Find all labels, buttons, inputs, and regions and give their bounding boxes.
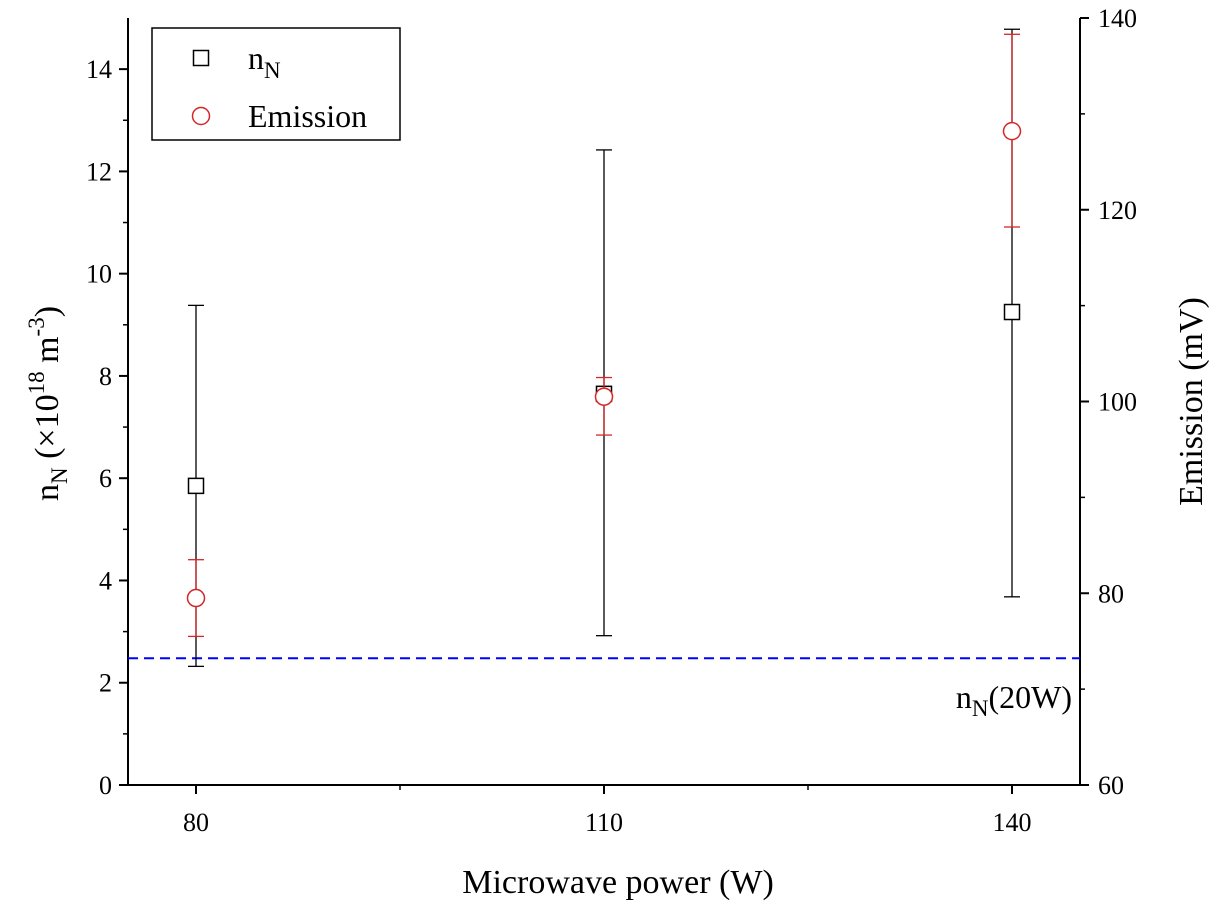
legend-marker-circle <box>191 106 211 126</box>
left-tick-label: 10 <box>86 260 112 289</box>
data-point-circle <box>594 387 614 406</box>
reference-label-rest: (20W) <box>988 679 1072 715</box>
legend-label: Emission <box>248 98 367 134</box>
left-axis-title-group: nN (×1018 m-3) <box>24 306 72 501</box>
series-2 <box>186 33 1022 638</box>
left-title-post: ) <box>29 306 66 317</box>
left-title-main: n <box>29 484 66 501</box>
reference-line-label: nN(20W) <box>956 679 1072 721</box>
reference-label-main: n <box>956 679 972 715</box>
data-marks <box>186 28 1022 668</box>
legend-marker-square <box>192 49 210 67</box>
left-title-pre: (×10 <box>29 394 66 467</box>
legend-label: nN <box>248 40 281 83</box>
left-title-sub: N <box>47 467 72 484</box>
left-title-sup2: -3 <box>24 317 49 336</box>
left-tick-label: 8 <box>99 362 112 391</box>
data-point-square <box>1003 303 1021 321</box>
legend-box <box>151 27 401 141</box>
legend: nN Emission <box>151 27 401 141</box>
right-axis-title: Emission (mV) <box>1173 297 1210 506</box>
right-tick-label: 120 <box>1098 196 1137 225</box>
x-tick-label: 80 <box>183 808 209 837</box>
data-point-square <box>187 477 205 495</box>
legend-label-sub: N <box>264 58 281 83</box>
left-title-mid: m <box>29 336 66 371</box>
legend-label-main: n <box>248 40 264 76</box>
left-tick-label: 12 <box>86 157 112 186</box>
right-tick-label: 80 <box>1098 579 1124 608</box>
reference-label-sub: N <box>972 696 989 721</box>
left-title-sup1: 18 <box>24 371 49 394</box>
left-tick-label: 2 <box>99 669 112 698</box>
left-tick-label: 14 <box>86 55 112 84</box>
x-tick-label: 140 <box>993 808 1032 837</box>
right-tick-label: 60 <box>1098 771 1124 800</box>
x-tick-label: 110 <box>585 808 623 837</box>
data-point-circle <box>1002 121 1022 141</box>
reference-line-layer: nN(20W) <box>128 657 1080 721</box>
x-axis-title: Microwave power (W) <box>462 864 774 901</box>
right-tick-label: 140 <box>1098 4 1137 33</box>
axes: 0 2 4 6 8 10 12 14 60 80 100 120 140 80 110 140 <box>86 4 1137 837</box>
right-tick-label: 100 <box>1098 388 1137 417</box>
axis-titles: Microwave power (W)nN (×1018 m-3) Emissio… <box>24 297 1210 901</box>
left-tick-label: 0 <box>99 771 112 800</box>
right-axis-title-group: Emission (mV) <box>1173 297 1210 506</box>
left-tick-label: 4 <box>99 566 112 595</box>
data-point-circle <box>186 588 206 608</box>
left-axis-title: nN (×1018 m-3) <box>24 306 72 501</box>
left-tick-label: 6 <box>99 464 112 493</box>
